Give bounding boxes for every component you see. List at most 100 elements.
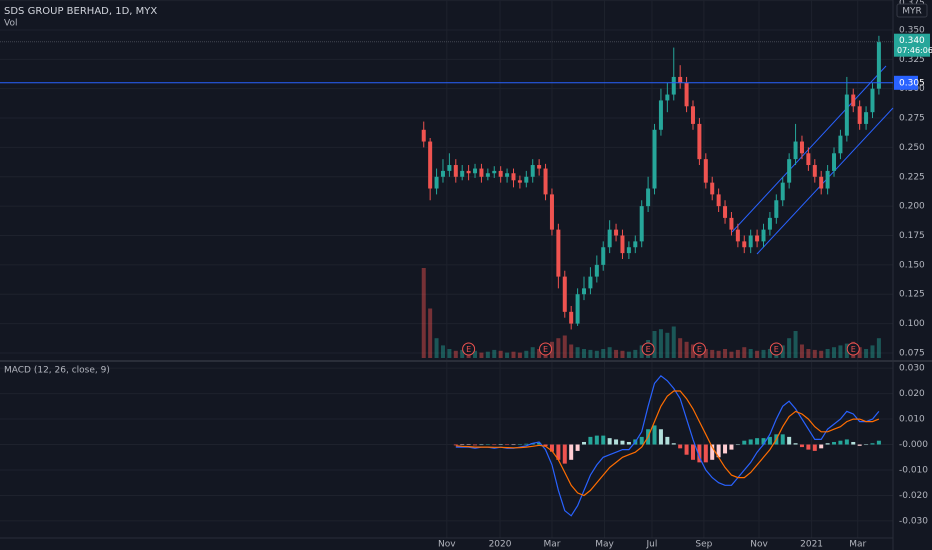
candle-body bbox=[832, 153, 837, 171]
candle-body bbox=[735, 229, 740, 242]
candle-body bbox=[812, 165, 817, 177]
candle-body bbox=[620, 235, 625, 254]
macd-histogram-bar bbox=[524, 443, 529, 445]
volume-bar bbox=[511, 351, 516, 358]
macd-tick-label: -0.010 bbox=[899, 465, 928, 475]
volume-bar bbox=[588, 349, 593, 358]
macd-histogram-bar bbox=[671, 443, 676, 445]
volume-bar bbox=[710, 349, 715, 358]
macd-histogram-bar bbox=[652, 425, 657, 445]
volume-bar bbox=[652, 331, 657, 358]
candle-body bbox=[614, 229, 619, 236]
candle-body bbox=[851, 94, 856, 107]
macd-histogram-bar bbox=[710, 444, 715, 460]
volume-bar bbox=[575, 347, 580, 358]
volume-bar bbox=[505, 352, 510, 358]
volume-bar bbox=[498, 350, 503, 358]
x-tick-label: Mar bbox=[543, 540, 560, 550]
volume-bar bbox=[793, 331, 798, 358]
volume-bar bbox=[723, 349, 728, 358]
volume-bar bbox=[492, 349, 497, 358]
macd-histogram-bar bbox=[876, 440, 881, 445]
volume-bar bbox=[755, 350, 760, 358]
macd-histogram-bar bbox=[511, 444, 516, 446]
volume-bar bbox=[428, 308, 433, 358]
candle-body bbox=[575, 294, 580, 324]
earnings-marker bbox=[462, 342, 476, 356]
macd-histogram-bar bbox=[793, 443, 798, 445]
candle-body bbox=[857, 106, 862, 124]
macd-histogram-bar bbox=[729, 444, 734, 450]
volume-bar bbox=[806, 349, 811, 358]
candle-body bbox=[703, 159, 708, 183]
earnings-label: E bbox=[697, 345, 702, 354]
volume-bar bbox=[479, 352, 484, 358]
volume-bar bbox=[787, 338, 792, 358]
macd-histogram-bar bbox=[614, 439, 619, 445]
volume-bar bbox=[614, 349, 619, 358]
countdown: 07:46:06 bbox=[897, 46, 932, 55]
volume-bar bbox=[876, 338, 881, 358]
candle-body bbox=[626, 247, 631, 254]
candle-body bbox=[556, 229, 561, 277]
candle-body bbox=[447, 165, 452, 171]
candle-body bbox=[774, 200, 779, 218]
volume-bar bbox=[844, 343, 849, 358]
candle-body bbox=[838, 135, 843, 154]
volume-bar bbox=[812, 349, 817, 358]
candle-body bbox=[710, 182, 715, 195]
earnings-marker bbox=[641, 342, 655, 356]
earnings-marker bbox=[846, 342, 860, 356]
candle-body bbox=[690, 106, 695, 124]
candle-body bbox=[505, 173, 510, 177]
candle-body bbox=[780, 182, 785, 201]
earnings-marker bbox=[539, 342, 553, 356]
volume-bar bbox=[562, 335, 567, 358]
volume-bar bbox=[594, 350, 599, 358]
earnings-label: E bbox=[774, 345, 779, 354]
earnings-label: E bbox=[543, 345, 548, 354]
macd-tick-label: -0.020 bbox=[899, 491, 928, 501]
macd-histogram-bar bbox=[556, 444, 561, 460]
candle-body bbox=[787, 159, 792, 183]
macd-histogram-bar bbox=[832, 441, 837, 445]
macd-histogram-bar bbox=[582, 441, 587, 445]
macd-histogram-bar bbox=[678, 444, 683, 449]
x-tick-label: Nov bbox=[438, 540, 456, 550]
currency-box[interactable] bbox=[896, 3, 928, 18]
volume-bar bbox=[684, 341, 689, 358]
candle-body bbox=[492, 170, 497, 174]
x-tick-label: Sep bbox=[695, 540, 712, 550]
candle-body bbox=[460, 170, 465, 177]
candle-body bbox=[684, 82, 689, 107]
candle-body bbox=[466, 170, 471, 174]
macd-histogram-bar bbox=[864, 444, 869, 446]
currency[interactable]: MYR bbox=[902, 7, 922, 17]
macd-histogram-bar bbox=[767, 436, 772, 445]
macd-tick-label: 0.030 bbox=[899, 364, 925, 374]
macd-histogram-bar bbox=[806, 444, 811, 450]
volume-bar bbox=[864, 349, 869, 358]
volume-bar bbox=[633, 349, 638, 358]
volume-bar bbox=[671, 326, 676, 358]
macd-histogram-bar bbox=[742, 440, 747, 445]
volume-bar bbox=[582, 349, 587, 358]
candle-body bbox=[652, 129, 657, 189]
candle-body bbox=[588, 276, 593, 289]
macd-histogram-bar bbox=[505, 444, 510, 446]
channel-lower bbox=[756, 107, 894, 255]
candle-body bbox=[434, 176, 439, 189]
volume-bar bbox=[838, 345, 843, 358]
macd-histogram-bar bbox=[812, 444, 817, 451]
volume-bar bbox=[857, 347, 862, 358]
volume-bar bbox=[537, 349, 542, 358]
y-tick-label: 0.200 bbox=[899, 202, 925, 212]
macd-histogram-bar bbox=[665, 436, 670, 445]
macd-histogram-bar bbox=[466, 444, 471, 446]
candle-body bbox=[479, 168, 484, 177]
candle-body bbox=[498, 170, 503, 177]
macd-histogram-bar bbox=[639, 436, 644, 445]
